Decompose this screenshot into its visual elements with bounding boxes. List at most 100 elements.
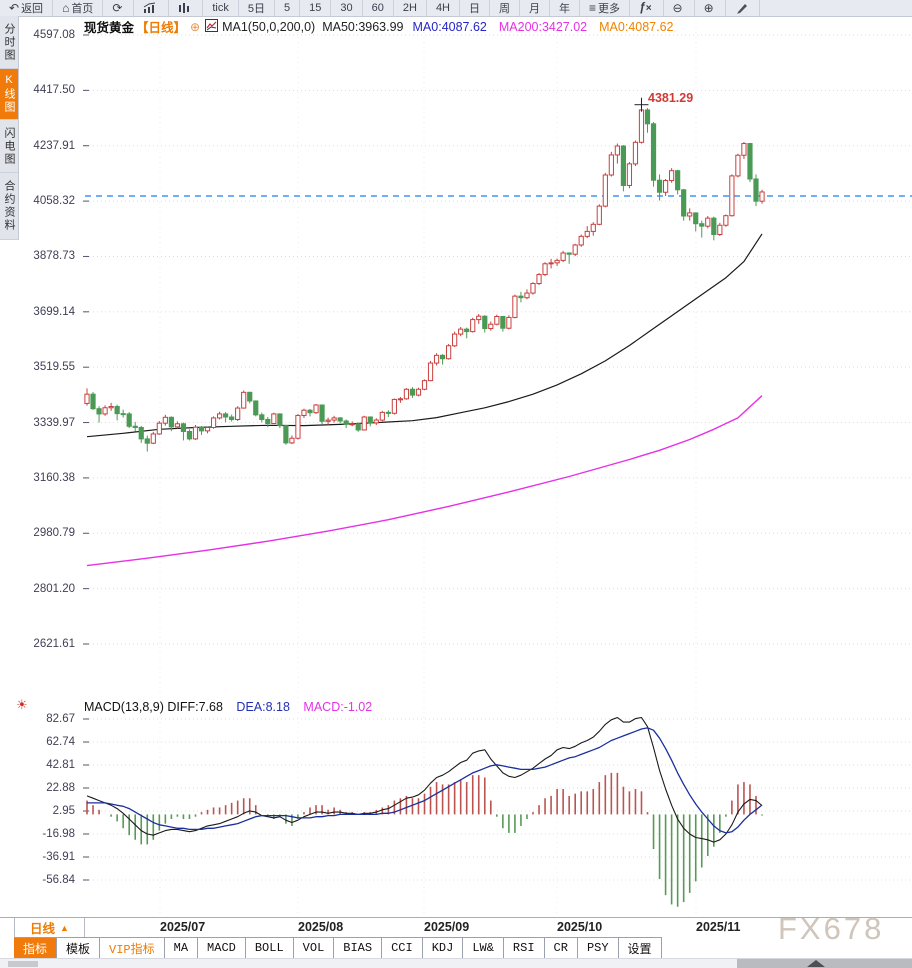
indicator-button-indicators[interactable]: 指标 (14, 938, 58, 958)
indicator-button-vol[interactable]: VOL (293, 938, 335, 958)
indicator-button-psy[interactable]: PSY (577, 938, 619, 958)
month-label: 2025/09 (424, 920, 470, 934)
macd-tick-label: -16.98 (42, 828, 75, 840)
toolbar-button-30[interactable]: 30 (331, 0, 363, 16)
toolbar-button-day[interactable]: 日 (460, 0, 490, 16)
ma0-blue-value: MA0:4087.62 (412, 19, 487, 34)
sidebar-tab-kline-chart[interactable]: K线图 (0, 69, 18, 120)
indicator-button-macd[interactable]: MACD (198, 938, 246, 958)
symbol-name: 现货黄金 (84, 21, 135, 35)
indicator-button-cci[interactable]: CCI (382, 938, 423, 958)
chart-header: 现货黄金 【日线】 ⊕ MA1(50,0,200,0) MA50:3963.99… (84, 18, 674, 35)
toolbar-button-60[interactable]: 60 (363, 0, 394, 16)
indicator-button-boll[interactable]: BOLL (245, 938, 294, 958)
peak-price-label: 4381.29 (648, 91, 694, 105)
indicator-button-vip-indicators[interactable]: VIP指标 (100, 938, 165, 958)
toolbar-button-15[interactable]: 15 (300, 0, 332, 16)
price-tick-label: 2980.79 (33, 527, 75, 540)
top-toolbar: ↶ 返回 ⌂ 首页 ⟳ tick 5日 5 15 30 60 2H 4H 日周月年 ≡ 更多 ƒ× ⊖ ⊕ (0, 0, 912, 17)
price-tick-label: 4597.08 (33, 29, 75, 41)
price-tick-label: 3519.55 (33, 361, 75, 374)
toolbar-button-zoom-out[interactable]: ⊖ (664, 0, 695, 16)
bottom-scrollbar[interactable] (0, 958, 912, 968)
toolbar-button-4h[interactable]: 4H (427, 0, 460, 16)
toolbar-button-refresh[interactable]: ⟳ (103, 0, 135, 16)
pencil-icon (735, 2, 748, 14)
period-button[interactable]: 日线 ▲ (14, 918, 85, 937)
toolbar-button-line-chart-mode[interactable] (134, 0, 170, 16)
zoom-out-icon: ⊖ (672, 1, 683, 15)
indicator-button-templates[interactable]: 模板 (57, 938, 101, 958)
toolbar-button-more[interactable]: ≡ 更多 (580, 0, 631, 16)
ma200-value: MA200:3427.02 (498, 19, 588, 34)
toolbar-button-tick[interactable]: tick (203, 0, 239, 16)
toolbar-button-draw[interactable] (726, 0, 760, 16)
month-label: 2025/10 (557, 920, 603, 934)
macd-header: MACD(13,8,9) DIFF:7.68 DEA:8.18 MACD:-1.… (84, 700, 372, 714)
price-tick-label: 3878.73 (33, 250, 75, 263)
toolbar-button-volume-mode[interactable] (169, 0, 204, 16)
price-tick-label: 3339.97 (33, 416, 75, 429)
month-label: 2025/07 (160, 920, 206, 934)
toolbar-button-back[interactable]: ↶ 返回 (0, 0, 54, 16)
toolbar-button-fx[interactable]: ƒ× (630, 0, 664, 16)
home-icon: ⌂ (62, 1, 70, 15)
macd-tick-label: -36.91 (42, 851, 75, 863)
macd-value: MACD:-1.02 (303, 700, 373, 714)
macd-tick-label: 62.74 (46, 736, 75, 748)
scrollbar-zone[interactable] (737, 959, 912, 968)
dea-value: DEA:8.18 (236, 700, 290, 714)
ma50-value: MA50:3963.99 (322, 19, 404, 34)
toolbar-button-week[interactable]: 周 (490, 0, 520, 16)
macd-tick-label: 82.67 (46, 713, 75, 725)
refresh-icon: ⟳ (112, 1, 123, 15)
volume-bars-icon (178, 2, 191, 14)
period-button-label: 日线 (30, 922, 56, 936)
toolbar-button-2h[interactable]: 2H (394, 0, 427, 16)
price-tick-label: 4237.91 (33, 139, 75, 152)
toolbar-button-month[interactable]: 月 (520, 0, 550, 16)
back-arrow-icon: ↶ (9, 1, 20, 15)
xaxis-row: 日线 ▲ 2025/07 2025/08 2025/09 2025/10 2025/11 (0, 917, 912, 938)
price-tick-label: 3699.14 (33, 305, 75, 318)
indicator-button-rsi[interactable]: RSI (503, 938, 545, 958)
indicator-button-bias[interactable]: BIAS (334, 938, 383, 958)
line-chart-icon (143, 2, 157, 14)
indicator-button-cr[interactable]: CR (544, 938, 578, 958)
indicator-button-kdj[interactable]: KDJ (422, 938, 464, 958)
macd-params: MACD(13,8,9) DIFF:7.68 (84, 700, 223, 714)
chevron-up-icon: ▲ (60, 922, 69, 933)
ma-setting: MA1(50,0,200,0) (222, 19, 316, 34)
chart-type-sidebar: 分时图 K线图 闪电图 合约资料 (0, 16, 19, 240)
price-tick-label: 3160.38 (33, 471, 75, 484)
toolbar-button-zoom-in[interactable]: ⊕ (695, 0, 726, 16)
macd-tick-label: 2.95 (52, 805, 75, 817)
macd-tick-label: -56.84 (42, 874, 75, 886)
scrollbar-thumb[interactable] (8, 961, 38, 967)
toolbar-button-5d[interactable]: 5日 (239, 0, 275, 16)
indicator-button-ma[interactable]: MA (164, 938, 199, 958)
toolbar-button-home[interactable]: ⌂ 首页 (53, 0, 104, 16)
sidebar-tab-time-share-chart[interactable]: 分时图 (0, 16, 18, 69)
menu-icon: ≡ (589, 1, 597, 15)
toolbar-button-year[interactable]: 年 (550, 0, 580, 16)
period-label: 【日线】 (136, 21, 187, 35)
toolbar-button-5[interactable]: 5 (275, 0, 301, 16)
add-compare-icon[interactable]: ⊕ (190, 19, 201, 34)
indicator-button-lw[interactable]: LW& (463, 938, 504, 958)
indicator-settings-icon[interactable]: ☀ (16, 697, 28, 712)
month-label: 2025/08 (298, 920, 344, 934)
indicator-button-settings[interactable]: 设置 (618, 938, 662, 958)
sidebar-tab-lightning-chart[interactable]: 闪电图 (0, 120, 18, 173)
ma0-orange-value: MA0:4087.62 (599, 19, 674, 34)
scroll-up-arrow-icon[interactable] (807, 960, 825, 967)
macd-tick-label: 42.81 (46, 759, 75, 771)
price-tick-label: 2801.20 (33, 582, 75, 595)
macd-tick-label: 22.88 (46, 782, 75, 794)
sidebar-tab-contract-info[interactable]: 合约资料 (0, 173, 18, 240)
indicator-bar: 指标 模板 VIP指标 MA MACD BOLL VOL BIAS CCI KDJ LW& RSI CR… (14, 937, 662, 958)
zoom-in-icon: ⊕ (703, 1, 714, 15)
fx-icon: ƒ× (639, 0, 652, 14)
